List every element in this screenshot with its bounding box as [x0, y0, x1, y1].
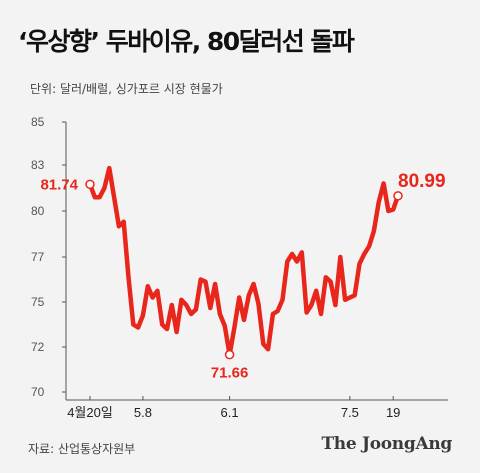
- series-line-dubai-crude: [87, 165, 401, 357]
- data-point-marker: [224, 349, 235, 360]
- y-tick-label: 85: [31, 115, 45, 129]
- x-tick-label: 7.5: [341, 405, 359, 420]
- y-tick-label: 70: [31, 385, 45, 399]
- x-tick-label: 5.8: [134, 405, 152, 420]
- unit-note: 단위: 달러/배럴, 싱가포르 시장 현물가: [30, 82, 223, 96]
- x-tick-label: 4월20일: [67, 405, 113, 420]
- data-label: 80.99: [398, 171, 446, 192]
- x-tick-label: 6.1: [221, 405, 239, 420]
- x-tick-label: 19: [386, 405, 400, 420]
- source-note: 자료: 산업통상자원부: [28, 442, 136, 456]
- data-point-marker: [85, 179, 95, 190]
- y-axis: 85 83 80 77 75 72 70: [31, 115, 67, 400]
- data-label: 81.74: [40, 176, 78, 193]
- data-annotations: 81.74 71.66 80.99: [40, 171, 445, 382]
- data-point-marker: [393, 191, 403, 201]
- chart-title: ‘우상향’ 두바이유, 80달러선 돌파: [18, 27, 355, 56]
- y-tick-label: 75: [31, 295, 45, 309]
- brand-logo: The JoongAng: [321, 434, 452, 454]
- y-tick-label: 77: [31, 250, 45, 264]
- y-tick-label: 72: [31, 340, 45, 354]
- y-tick-label: 83: [31, 158, 45, 172]
- x-axis-ticks: 4월20일 5.8 6.1 7.5 19: [67, 396, 400, 420]
- data-label: 71.66: [211, 365, 249, 382]
- y-tick-label: 80: [31, 204, 45, 218]
